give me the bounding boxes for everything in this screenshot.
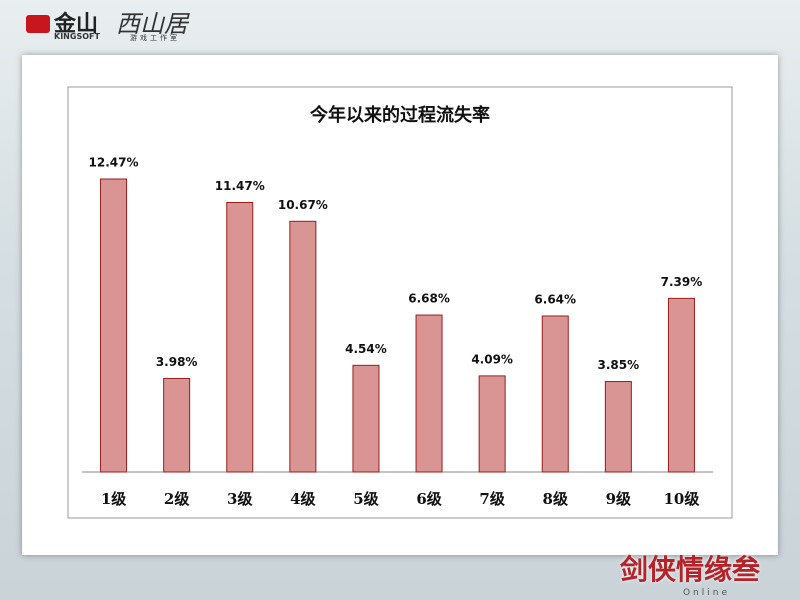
value-label: 10.67% bbox=[278, 198, 328, 212]
x-tick-label: 3级 bbox=[227, 490, 253, 508]
value-label: 6.68% bbox=[408, 292, 450, 306]
studio-subtitle: 游戏工作室 bbox=[130, 34, 180, 42]
x-tick-label: 8级 bbox=[543, 490, 569, 508]
x-tick-label: 7级 bbox=[479, 490, 505, 508]
chart-title: 今年以来的过程流失率 bbox=[310, 104, 490, 126]
bar bbox=[667, 297, 695, 473]
bar bbox=[163, 377, 191, 473]
company-name-en: KINGSOFT bbox=[54, 32, 100, 41]
x-tick-label: 6级 bbox=[416, 490, 442, 508]
game-logo-subtitle: Online bbox=[682, 588, 730, 598]
bar bbox=[289, 220, 317, 473]
value-label: 7.39% bbox=[661, 275, 703, 289]
x-tick-label: 9级 bbox=[606, 490, 632, 508]
company-logo: 金山 bbox=[26, 6, 98, 38]
x-tick-label: 1级 bbox=[101, 490, 127, 508]
bar bbox=[100, 178, 128, 473]
bar bbox=[352, 364, 380, 473]
x-tick-label: 10级 bbox=[664, 490, 701, 508]
value-label: 3.85% bbox=[598, 358, 640, 372]
bar bbox=[604, 381, 632, 473]
bar bbox=[541, 315, 569, 473]
value-label: 11.47% bbox=[215, 179, 265, 193]
value-label: 4.09% bbox=[471, 352, 513, 366]
bar bbox=[415, 314, 443, 473]
value-label: 12.47% bbox=[89, 156, 139, 170]
game-logo: 剑侠情缘叁 bbox=[619, 553, 760, 586]
value-label: 4.54% bbox=[345, 342, 387, 356]
studio-logo: 西山居 bbox=[116, 10, 188, 38]
value-label: 3.98% bbox=[156, 355, 198, 369]
value-label: 6.64% bbox=[534, 292, 576, 306]
x-tick-label: 4级 bbox=[290, 490, 316, 508]
bar bbox=[478, 375, 506, 473]
bar bbox=[226, 201, 254, 473]
company-name: 金山 bbox=[54, 12, 99, 37]
x-tick-label: 2级 bbox=[164, 490, 190, 508]
x-tick-label: 5级 bbox=[353, 490, 379, 508]
